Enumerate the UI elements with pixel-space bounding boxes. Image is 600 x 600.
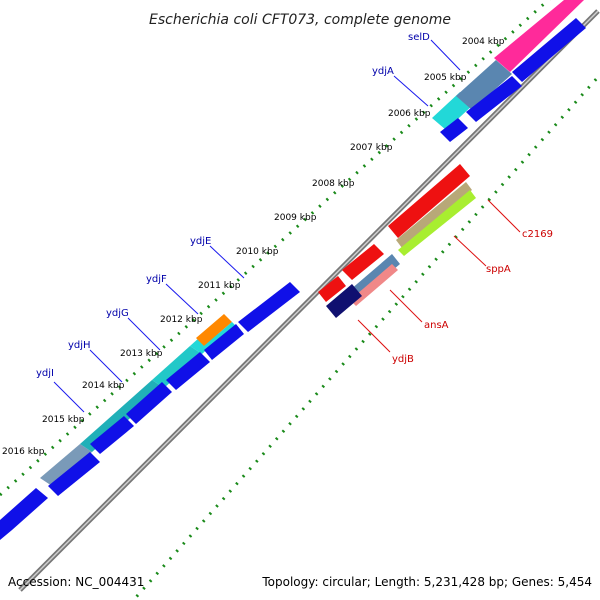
kbp-label: 2014 kbp bbox=[82, 381, 125, 391]
gene-c2169[interactable] bbox=[388, 164, 470, 238]
gene-ansA[interactable] bbox=[350, 264, 398, 306]
genome-backbone bbox=[18, 9, 600, 592]
gene-label-ydjG: ydjG bbox=[106, 308, 129, 319]
cds-2[interactable] bbox=[48, 452, 100, 496]
kbp-label: 2015 kbp bbox=[42, 415, 85, 425]
gene-label-ansA: ansA bbox=[424, 320, 449, 331]
kbp-label: 2011 kbp bbox=[198, 281, 241, 291]
gene-label-ydjE: ydjE bbox=[190, 236, 211, 247]
kbp-labels: 2004 kbp 2005 kbp 2006 kbp 2007 kbp 2008… bbox=[2, 37, 505, 457]
gene-sppA-olive[interactable] bbox=[396, 182, 472, 248]
gene-label-ydjI: ydjI bbox=[36, 368, 54, 379]
gene-ansA-top[interactable] bbox=[350, 254, 400, 300]
cds-5[interactable] bbox=[166, 352, 210, 390]
genome-title: Escherichia coli CFT073, complete genome bbox=[149, 12, 451, 28]
kbp-label: 2006 kbp bbox=[388, 109, 431, 119]
cds-4[interactable] bbox=[126, 382, 172, 424]
gene-red-2[interactable] bbox=[342, 244, 384, 280]
gene-pink[interactable] bbox=[494, 0, 584, 72]
gene-forward-block[interactable] bbox=[40, 444, 92, 486]
kbp-label: 2005 kbp bbox=[424, 73, 467, 83]
forward-gene-labels: selD ydjA ydjE ydjF ydjG ydjH ydjI bbox=[36, 32, 461, 413]
reverse-genes bbox=[318, 164, 476, 318]
kbp-label: 2004 kbp bbox=[462, 37, 505, 47]
gene-label-ydjA: ydjA bbox=[372, 66, 394, 77]
gene-ydjB[interactable] bbox=[326, 284, 362, 318]
cds-7[interactable] bbox=[238, 282, 300, 332]
gene-selD[interactable] bbox=[456, 60, 512, 110]
gene-sppA[interactable] bbox=[398, 190, 476, 256]
gene-ydjI[interactable] bbox=[80, 380, 164, 452]
kbp-label: 2008 kbp bbox=[312, 179, 355, 189]
cds-8[interactable] bbox=[440, 118, 468, 142]
kbp-label: 2013 kbp bbox=[120, 349, 163, 359]
kbp-label: 2007 kbp bbox=[350, 143, 393, 153]
gene-label-ydjH: ydjH bbox=[68, 340, 91, 351]
gene-ydjF[interactable] bbox=[196, 314, 232, 346]
cds-1[interactable] bbox=[0, 488, 48, 540]
reverse-gene-labels: c2169 sppA ansA ydjB bbox=[357, 199, 553, 365]
accession-label: Accession: NC_004431 bbox=[8, 575, 144, 589]
gene-label-sppA: sppA bbox=[486, 264, 511, 275]
gene-label-ydjF: ydjF bbox=[146, 274, 167, 285]
gene-red-1[interactable] bbox=[318, 276, 346, 302]
gene-label-selD: selD bbox=[408, 32, 430, 43]
gene-label-c2169: c2169 bbox=[522, 229, 553, 240]
kbp-label: 2009 kbp bbox=[274, 213, 317, 223]
blue-cds-row bbox=[0, 18, 586, 540]
genome-summary: Topology: circular; Length: 5,231,428 bp… bbox=[261, 575, 592, 589]
gene-label-ydjB: ydjB bbox=[392, 354, 414, 365]
kbp-label: 2010 kbp bbox=[236, 247, 279, 257]
cds-10[interactable] bbox=[512, 18, 586, 82]
kbp-label: 2012 kbp bbox=[160, 315, 203, 325]
forward-genes bbox=[40, 0, 584, 486]
gene-ydjH[interactable] bbox=[152, 346, 202, 388]
cds-9[interactable] bbox=[466, 76, 522, 122]
cds-3[interactable] bbox=[90, 416, 134, 454]
cds-6[interactable] bbox=[204, 324, 244, 360]
kbp-label: 2016 kbp bbox=[2, 447, 45, 457]
